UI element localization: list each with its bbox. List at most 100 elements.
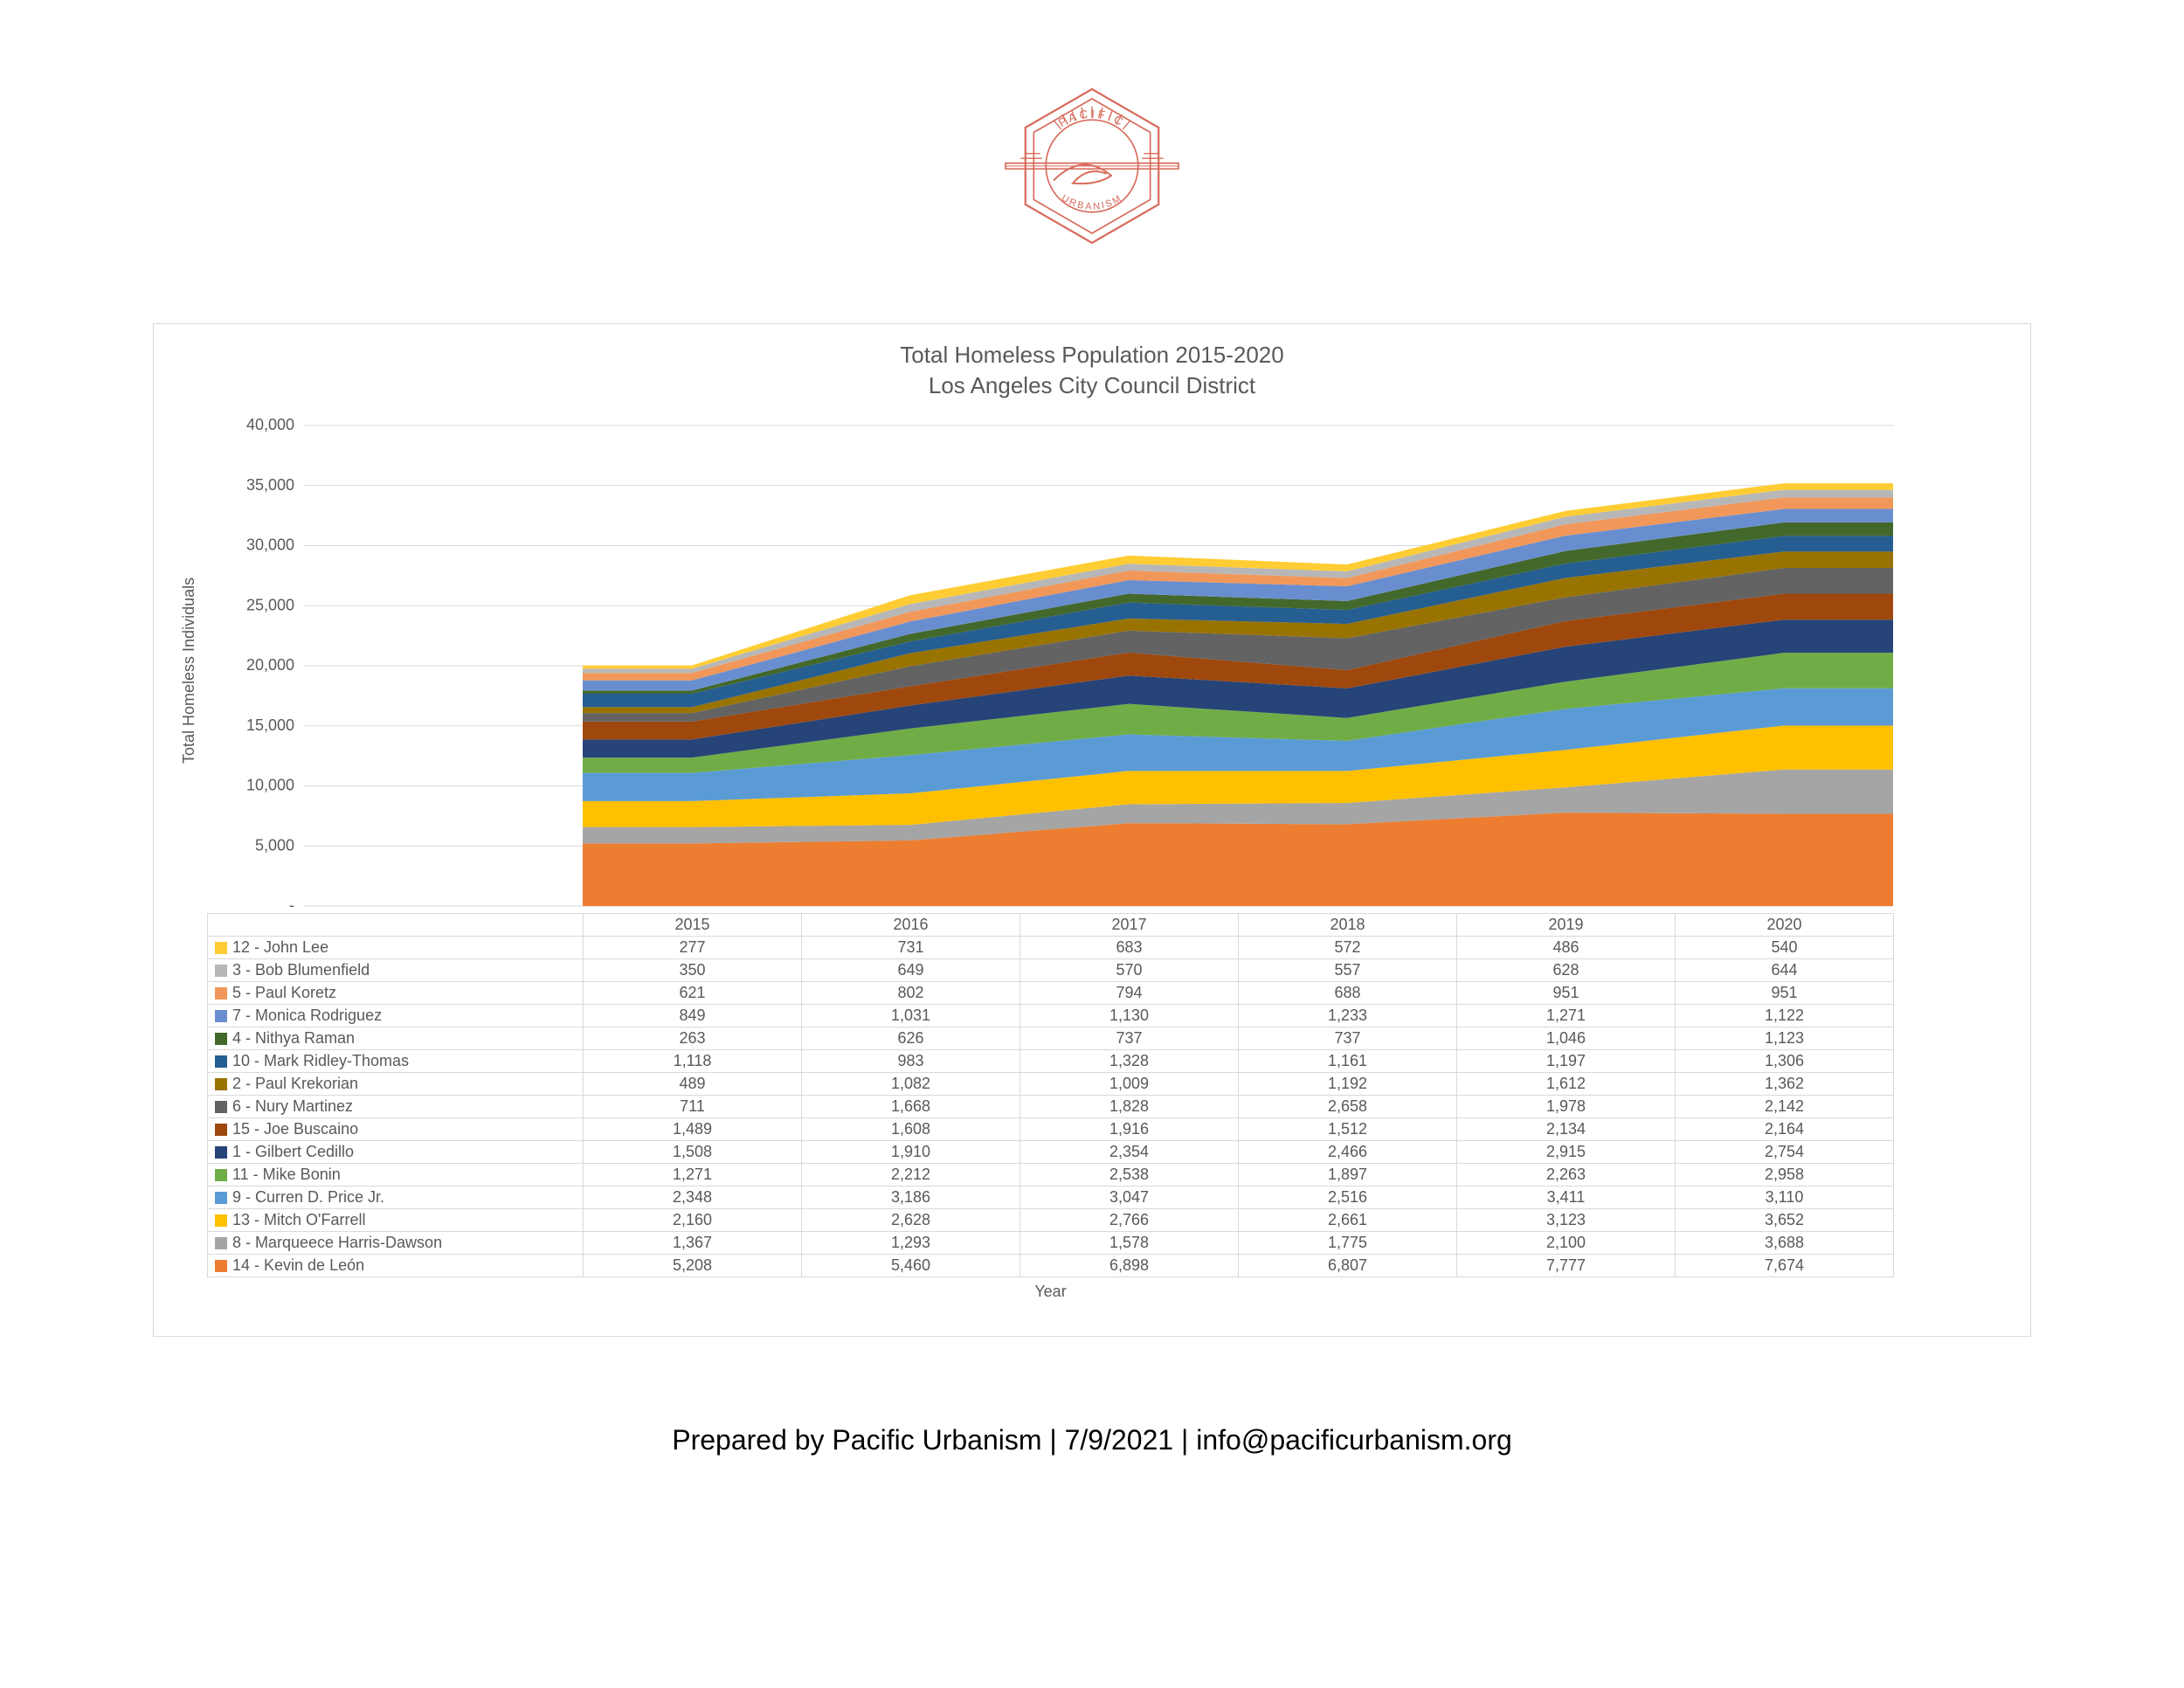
series-label: 8 - Marqueece Harris-Dawson xyxy=(208,1232,584,1255)
table-cell: 2,354 xyxy=(1020,1141,1239,1164)
year-header: 2020 xyxy=(1676,914,1894,937)
series-label: 11 - Mike Bonin xyxy=(208,1164,584,1186)
table-cell: 1,197 xyxy=(1457,1050,1676,1073)
stacked-area-plot: -5,00010,00015,00020,00025,00030,00035,0… xyxy=(207,417,1893,915)
table-cell: 1,192 xyxy=(1239,1073,1457,1096)
table-cell: 1,578 xyxy=(1020,1232,1239,1255)
svg-text:25,000: 25,000 xyxy=(246,596,294,613)
legend-swatch xyxy=(215,1260,227,1272)
chart-card: Total Homeless Population 2015-2020 Los … xyxy=(153,323,2031,1337)
table-cell: 2,134 xyxy=(1457,1118,1676,1141)
legend-swatch xyxy=(215,1214,227,1227)
series-label: 10 - Mark Ridley-Thomas xyxy=(208,1050,584,1073)
table-cell: 2,958 xyxy=(1676,1164,1894,1186)
chart-body: Total Homeless Individuals -5,00010,0001… xyxy=(171,417,2013,1301)
table-cell: 731 xyxy=(802,937,1020,959)
table-cell: 2,766 xyxy=(1020,1209,1239,1232)
table-cell: 277 xyxy=(584,937,802,959)
table-cell: 557 xyxy=(1239,959,1457,982)
table-cell: 2,212 xyxy=(802,1164,1020,1186)
table-cell: 1,775 xyxy=(1239,1232,1457,1255)
table-cell: 2,263 xyxy=(1457,1164,1676,1186)
legend-swatch xyxy=(215,1146,227,1159)
table-corner xyxy=(208,914,584,937)
table-row: 8 - Marqueece Harris-Dawson1,3671,2931,5… xyxy=(208,1232,1894,1255)
table-row: 3 - Bob Blumenfield350649570557628644 xyxy=(208,959,1894,982)
legend-swatch xyxy=(215,1055,227,1068)
series-label: 13 - Mitch O'Farrell xyxy=(208,1209,584,1232)
table-cell: 1,328 xyxy=(1020,1050,1239,1073)
series-label: 4 - Nithya Raman xyxy=(208,1027,584,1050)
table-cell: 1,122 xyxy=(1676,1005,1894,1027)
table-cell: 794 xyxy=(1020,982,1239,1005)
table-cell: 1,046 xyxy=(1457,1027,1676,1050)
series-label: 7 - Monica Rodriguez xyxy=(208,1005,584,1027)
legend-swatch xyxy=(215,987,227,1000)
table-cell: 1,828 xyxy=(1020,1096,1239,1118)
svg-text:PACIFIC: PACIFIC xyxy=(1056,107,1128,130)
table-row: 12 - John Lee277731683572486540 xyxy=(208,937,1894,959)
data-table: 20152016201720182019202012 - John Lee277… xyxy=(207,913,1894,1277)
table-cell: 7,777 xyxy=(1457,1255,1676,1277)
table-cell: 951 xyxy=(1457,982,1676,1005)
table-cell: 688 xyxy=(1239,982,1457,1005)
table-cell: 1,916 xyxy=(1020,1118,1239,1141)
table-cell: 1,118 xyxy=(584,1050,802,1073)
table-cell: 2,661 xyxy=(1239,1209,1457,1232)
series-label: 2 - Paul Krekorian xyxy=(208,1073,584,1096)
table-cell: 2,466 xyxy=(1239,1141,1457,1164)
table-cell: 737 xyxy=(1020,1027,1239,1050)
table-row: 7 - Monica Rodriguez8491,0311,1301,2331,… xyxy=(208,1005,1894,1027)
table-cell: 2,164 xyxy=(1676,1118,1894,1141)
table-cell: 683 xyxy=(1020,937,1239,959)
series-label: 14 - Kevin de León xyxy=(208,1255,584,1277)
table-cell: 263 xyxy=(584,1027,802,1050)
table-cell: 1,668 xyxy=(802,1096,1020,1118)
table-cell: 2,100 xyxy=(1457,1232,1676,1255)
table-cell: 6,807 xyxy=(1239,1255,1457,1277)
svg-text:10,000: 10,000 xyxy=(246,777,294,794)
logo: PACIFICURBANISM xyxy=(978,70,1206,262)
table-cell: 1,082 xyxy=(802,1073,1020,1096)
table-cell: 983 xyxy=(802,1050,1020,1073)
table-cell: 350 xyxy=(584,959,802,982)
legend-swatch xyxy=(215,1124,227,1136)
legend-swatch xyxy=(215,1237,227,1249)
table-row: 5 - Paul Koretz621802794688951951 xyxy=(208,982,1894,1005)
table-cell: 1,362 xyxy=(1676,1073,1894,1096)
legend-swatch xyxy=(215,1033,227,1045)
table-cell: 628 xyxy=(1457,959,1676,982)
table-cell: 2,160 xyxy=(584,1209,802,1232)
year-header: 2015 xyxy=(584,914,802,937)
table-cell: 1,130 xyxy=(1020,1005,1239,1027)
table-cell: 1,612 xyxy=(1457,1073,1676,1096)
table-cell: 2,628 xyxy=(802,1209,1020,1232)
table-cell: 644 xyxy=(1676,959,1894,982)
table-cell: 1,306 xyxy=(1676,1050,1894,1073)
table-cell: 7,674 xyxy=(1676,1255,1894,1277)
chart-subtitle: Los Angeles City Council District xyxy=(171,372,2013,399)
table-cell: 1,009 xyxy=(1020,1073,1239,1096)
table-cell: 621 xyxy=(584,982,802,1005)
series-label: 15 - Joe Buscaino xyxy=(208,1118,584,1141)
table-cell: 1,233 xyxy=(1239,1005,1457,1027)
legend-swatch xyxy=(215,1169,227,1181)
table-cell: 5,208 xyxy=(584,1255,802,1277)
table-cell: 2,915 xyxy=(1457,1141,1676,1164)
series-label: 3 - Bob Blumenfield xyxy=(208,959,584,982)
table-row: 1 - Gilbert Cedillo1,5081,9102,3542,4662… xyxy=(208,1141,1894,1164)
table-cell: 2,538 xyxy=(1020,1164,1239,1186)
table-row: 10 - Mark Ridley-Thomas1,1189831,3281,16… xyxy=(208,1050,1894,1073)
table-cell: 1,512 xyxy=(1239,1118,1457,1141)
table-cell: 1,123 xyxy=(1676,1027,1894,1050)
table-cell: 1,489 xyxy=(584,1118,802,1141)
table-cell: 572 xyxy=(1239,937,1457,959)
table-row: 9 - Curren D. Price Jr.2,3483,1863,0472,… xyxy=(208,1186,1894,1209)
table-cell: 2,348 xyxy=(584,1186,802,1209)
legend-swatch xyxy=(215,1010,227,1022)
svg-text:35,000: 35,000 xyxy=(246,476,294,494)
table-cell: 626 xyxy=(802,1027,1020,1050)
series-label: 5 - Paul Koretz xyxy=(208,982,584,1005)
table-cell: 2,658 xyxy=(1239,1096,1457,1118)
year-header: 2017 xyxy=(1020,914,1239,937)
